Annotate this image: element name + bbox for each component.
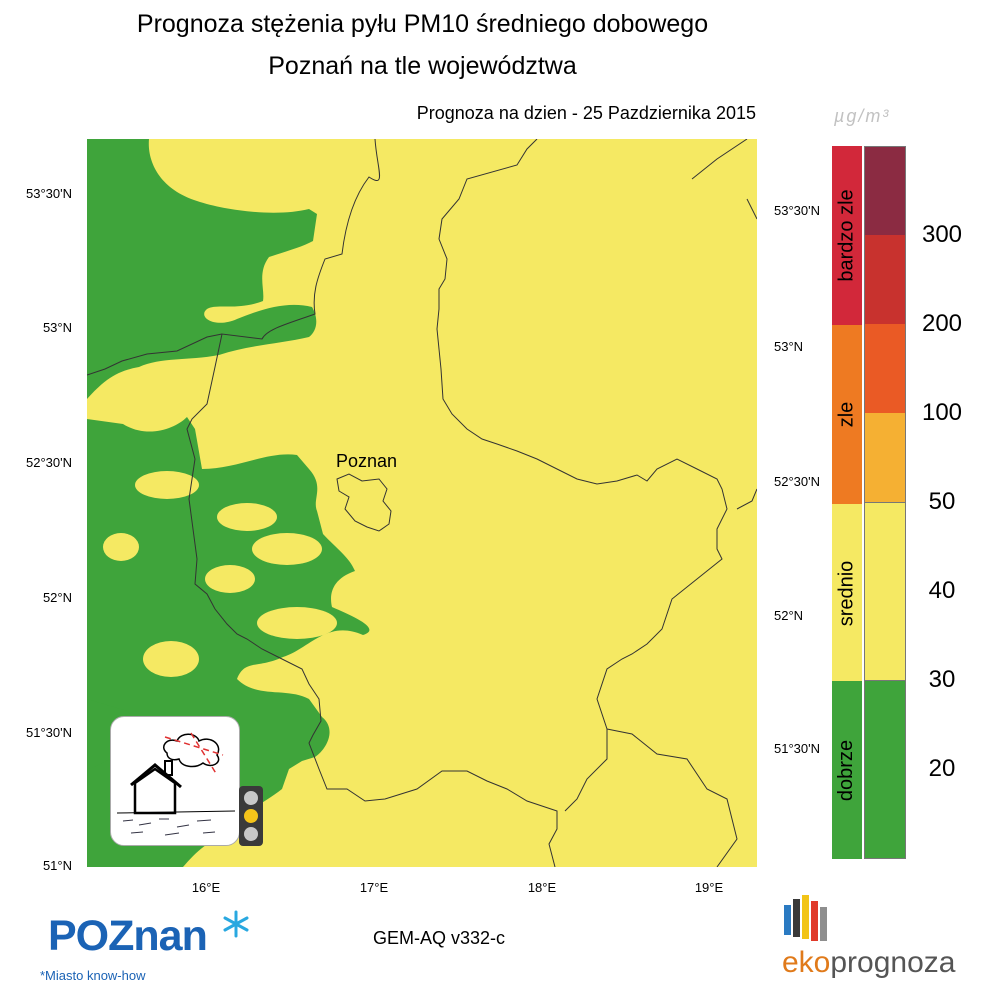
level-moderate: srednio	[832, 504, 862, 683]
poznan-logo: POZnan	[48, 912, 208, 960]
scale-tick: 50	[928, 488, 956, 515]
lat-label-right: 52°30'N	[774, 474, 820, 489]
house-smoke-icon	[110, 716, 240, 846]
scale-tick: 100	[921, 399, 963, 426]
scale-tick: 200	[921, 310, 963, 337]
lat-label-right: 51°30'N	[774, 741, 820, 756]
lon-label: 19°E	[694, 880, 724, 895]
yellow-light-on	[244, 809, 258, 823]
lat-label-right: 53°N	[774, 339, 804, 354]
scale-tick: 40	[928, 577, 956, 604]
ekoprognoza-bars-icon	[784, 895, 827, 941]
scale-tick: 300	[921, 221, 963, 248]
lat-label-right: 52°N	[774, 608, 804, 623]
lat-label: 52°30'N	[26, 455, 72, 470]
map-subtitle: Poznań na tle województwa	[268, 52, 577, 80]
scale-cell	[864, 324, 906, 413]
level-good: dobrze	[832, 681, 862, 859]
scale-cell	[864, 769, 906, 859]
level-bad: zle	[832, 325, 862, 504]
lat-label: 52°N	[42, 590, 72, 605]
scale-tick: 30	[928, 666, 956, 693]
lon-label: 16°E	[191, 880, 221, 895]
house-smoke-drawing	[116, 732, 236, 836]
scale-cell	[864, 502, 906, 591]
scale-tick: 20	[928, 755, 956, 782]
lon-label: 17°E	[359, 880, 389, 895]
lon-label: 18°E	[527, 880, 557, 895]
voivodeship-borders	[87, 139, 757, 867]
traffic-light	[239, 786, 263, 846]
red-light-off	[244, 791, 258, 805]
lat-label: 53°N	[42, 320, 72, 335]
lat-label: 51°30'N	[26, 725, 72, 740]
city-label: Poznan	[336, 451, 398, 471]
ekoprognoza-logo: ekoprognoza	[782, 946, 956, 979]
forecast-date: Prognoza na dzien - 25 Pazdziernika 2015	[416, 103, 756, 123]
model-label: GEM-AQ v332-c	[373, 928, 506, 948]
scale-cell	[864, 591, 906, 680]
lat-label: 51°N	[42, 858, 72, 873]
green-light-off	[244, 827, 258, 841]
map-title: Prognoza stężenia pyłu PM10 średniego do…	[136, 10, 709, 38]
poznan-tagline: *Miasto know-how	[40, 968, 146, 983]
lat-label: 53°30'N	[26, 186, 72, 201]
moderate-air-islands	[103, 471, 337, 677]
scale-cell	[864, 680, 906, 769]
scale-cell	[864, 146, 906, 235]
asterisk-icon	[223, 910, 249, 938]
unit-label: µg/m³	[834, 106, 891, 126]
scale-cell	[864, 235, 906, 324]
lat-label-right: 53°30'N	[774, 203, 820, 218]
level-very-bad: bardzo zle	[832, 146, 862, 325]
scale-cell	[864, 413, 906, 502]
poznan-city-border	[336, 473, 392, 532]
